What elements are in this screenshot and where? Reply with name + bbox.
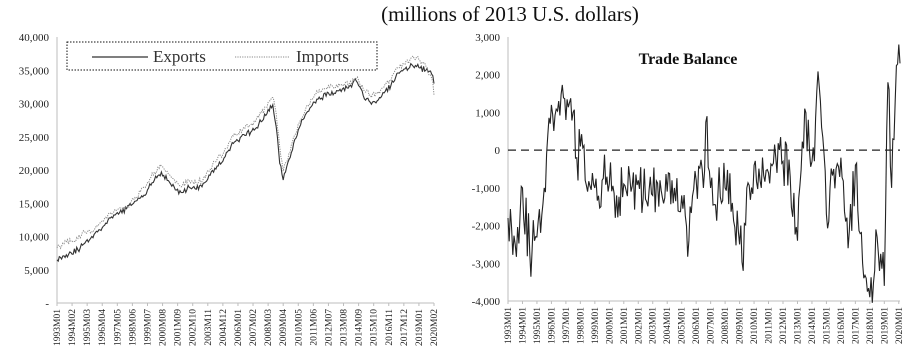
x-tick-label: 1994M01	[518, 307, 528, 344]
series-imports-line	[56, 55, 435, 250]
legend-label-exports: Exports	[153, 47, 206, 66]
x-tick-label: 2016M01	[837, 307, 847, 344]
x-tick-label: 2019M01	[880, 307, 890, 344]
x-tick-label: 2002M10	[189, 309, 199, 346]
y-tick-label: 25,000	[19, 132, 50, 144]
x-tick-label: 1998M06	[128, 309, 138, 346]
x-tick-label: 1997M05	[113, 309, 123, 346]
series-line	[507, 44, 901, 303]
x-tick-label: 2015M01	[822, 307, 832, 344]
x-tick-label: 2004M12	[219, 309, 229, 346]
y-tick-label: 5,000	[24, 265, 49, 277]
y-tick-label: -1,000	[472, 183, 501, 195]
x-tick-label: 2003M11	[204, 309, 214, 346]
y-tick-label: 1,000	[475, 107, 500, 119]
y-tick-label: 40,000	[19, 32, 50, 44]
x-tick-label: 2002M01	[634, 307, 644, 344]
chart-legend: Exports Imports	[66, 41, 378, 71]
x-tick-label: 2007M02	[249, 309, 259, 346]
x-tick-label: 1999M01	[591, 307, 601, 344]
x-tick-label: 2011M06	[309, 309, 319, 346]
x-tick-label: 1997M01	[562, 307, 572, 344]
exports-imports-chart: - 5,000 10,000 15,000 20,000 25,000 30,000 35,0…	[19, 32, 440, 346]
x-tick-label: 2012M01	[779, 307, 789, 344]
trade-balance-chart: -4,000 -3,000 -2,000 -1,000 0 1,000 2,000 3,000…	[472, 32, 902, 344]
x-tick-label: 1999M07	[143, 309, 153, 346]
x-tick-label: 2006M01	[692, 307, 702, 344]
series-exports-line	[56, 62, 435, 263]
x-tick-label: 2000M08	[159, 309, 169, 346]
x-tick-label: 1993M01	[504, 307, 514, 344]
x-tick-label: 2001M01	[620, 307, 630, 344]
x-tick-label: 2009M04	[279, 309, 289, 346]
x-tick-label: 2007M01	[707, 307, 717, 344]
x-tick-label: 2015M10	[370, 309, 380, 346]
x-tick-label: 1993M01	[53, 309, 63, 346]
x-tick-label: 2004M01	[663, 307, 673, 344]
x-tick-label: 2018M01	[866, 307, 876, 344]
y-tick-label: 35,000	[19, 65, 50, 77]
x-tick-label: 2008M03	[264, 309, 274, 346]
x-tick-label: 1996M01	[547, 307, 557, 344]
x-tick-label: 2010M01	[750, 307, 760, 344]
x-tick-label: 2012M07	[324, 309, 334, 346]
x-tick-label: 2014M09	[355, 309, 365, 346]
x-tick-label: 2008M01	[721, 307, 731, 344]
legend-label-imports: Imports	[296, 47, 349, 66]
y-tick-label: -2,000	[472, 221, 501, 233]
x-tick-label: 2003M01	[649, 307, 659, 344]
y-tick-label: -4,000	[472, 296, 501, 308]
x-tick-label: 2005M01	[678, 307, 688, 344]
figure-title: (millions of 2013 U.S. dollars)	[381, 2, 639, 26]
x-tick-label: 2014M01	[808, 307, 818, 344]
y-tick-label: 30,000	[19, 99, 50, 111]
x-tick-label: 2006M01	[234, 309, 244, 346]
x-tick-label: 2009M01	[736, 307, 746, 344]
x-tick-label: 2016M11	[385, 309, 395, 346]
x-tick-label: 2011M01	[765, 307, 775, 344]
x-tick-label: 1995M01	[533, 307, 543, 344]
y-tick-label: 15,000	[19, 198, 50, 210]
x-tick-label: 2020M02	[430, 309, 440, 346]
x-tick-label: 1996M04	[98, 309, 108, 346]
y-tick-label: 2,000	[475, 70, 500, 82]
x-tick-label: 2017M01	[851, 307, 861, 344]
x-tick-label: 2013M08	[340, 309, 350, 346]
x-tick-label: 1998M01	[576, 307, 586, 344]
x-tick-label: 2001M09	[174, 309, 184, 346]
x-tick-label: 2017M12	[400, 309, 410, 346]
y-tick-label: -3,000	[472, 258, 501, 270]
x-tick-label: 2010M05	[294, 309, 304, 346]
chart-title: Trade Balance	[639, 51, 738, 68]
x-tick-label: 2019M01	[415, 309, 425, 346]
x-tick-label: 2020M01	[895, 307, 902, 344]
x-tick-label: 1994M02	[68, 309, 78, 346]
x-tick-label: 2000M01	[605, 307, 615, 344]
legend-box	[66, 41, 378, 71]
y-tick-label: 3,000	[475, 32, 500, 44]
x-tick-label: 1995M03	[83, 309, 93, 346]
y-tick-label: 0	[495, 145, 501, 157]
x-tick-label: 2013M01	[793, 307, 803, 344]
y-tick-label: -	[45, 298, 49, 310]
y-tick-label: 10,000	[19, 232, 50, 244]
y-tick-label: 20,000	[19, 165, 50, 177]
